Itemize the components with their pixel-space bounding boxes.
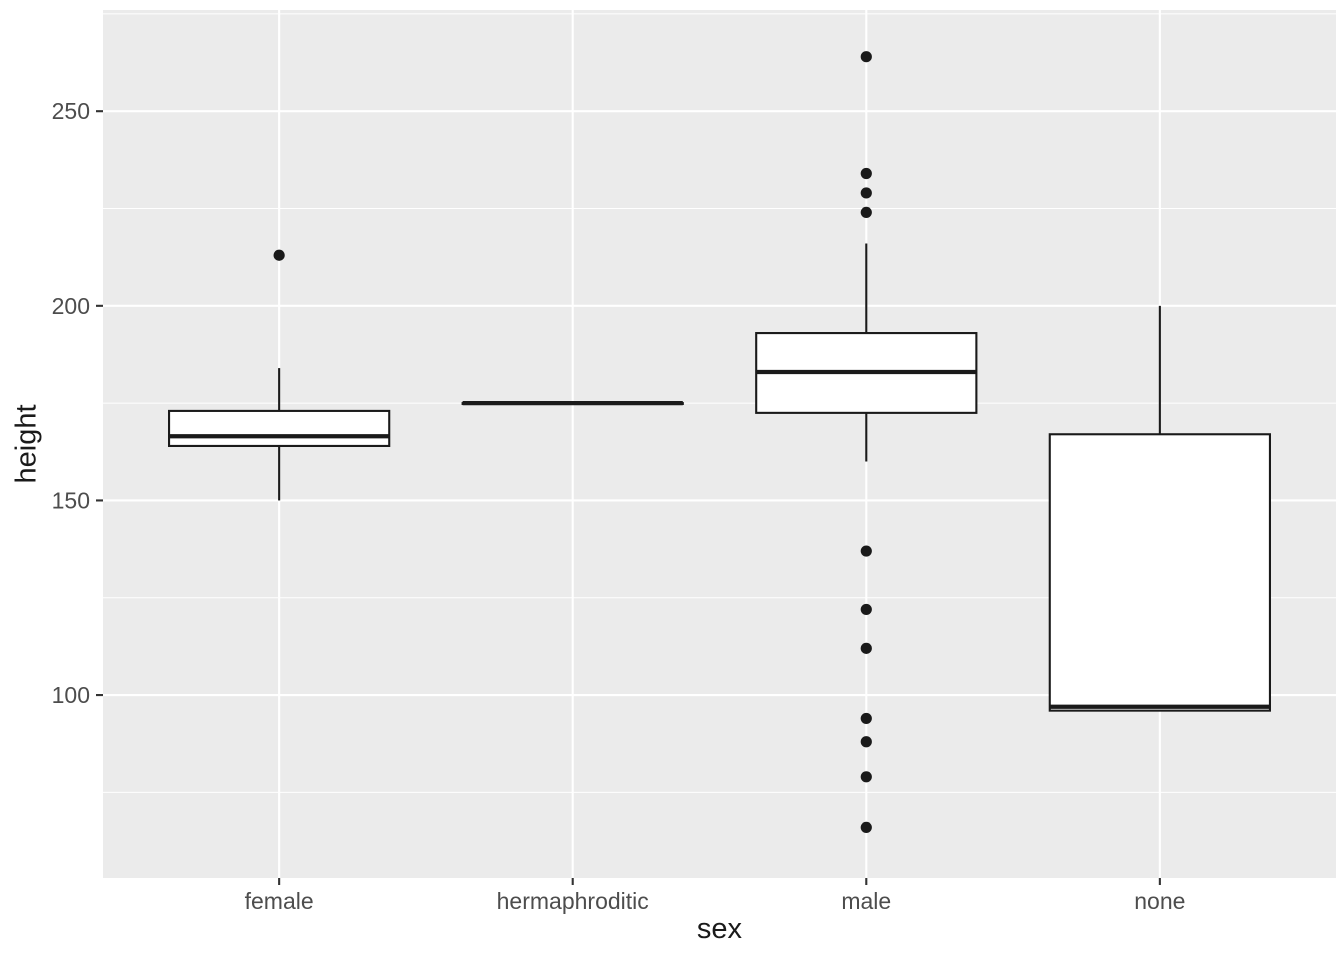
outlier-point-male-234: [860, 167, 872, 180]
x-tick-label-hermaphroditic: hermaphroditic: [497, 888, 649, 914]
x-tick-label-none: none: [1134, 888, 1185, 914]
outlier-point-male-137: [860, 545, 872, 557]
outlier-point-male-88: [860, 736, 872, 748]
y-tick-label-150: 150: [52, 487, 90, 513]
outlier-point-male-224: [860, 206, 872, 219]
y-tick-label-200: 200: [52, 293, 90, 319]
y-axis-title: height: [10, 404, 43, 484]
outlier-point-female-213: [273, 249, 285, 261]
x-tick-label-male: male: [841, 888, 891, 914]
outlier-point-male-112: [860, 642, 872, 654]
box-female: [168, 409, 391, 447]
outlier-point-male-122: [860, 603, 872, 616]
y-tick-label-100: 100: [52, 682, 90, 708]
box-none: [1048, 433, 1271, 712]
y-tick-label-250: 250: [52, 98, 90, 124]
x-tick-label-female: female: [245, 888, 314, 914]
x-axis-title: sex: [696, 913, 743, 945]
outlier-point-male-264: [860, 51, 872, 63]
outlier-point-male-94: [860, 712, 872, 725]
outlier-point-male-66: [860, 821, 872, 833]
outlier-point-male-229: [860, 187, 872, 199]
outlier-point-male-79: [860, 771, 872, 783]
